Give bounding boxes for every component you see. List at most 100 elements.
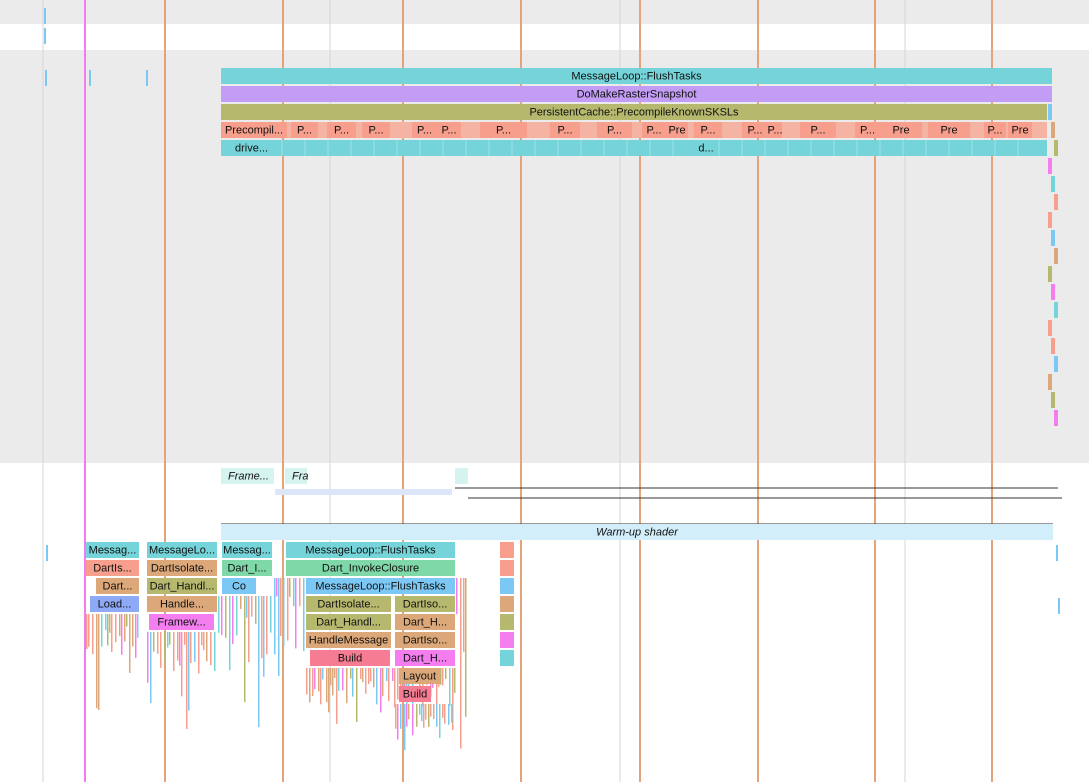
tiny-slice xyxy=(436,668,438,727)
slice[interactable] xyxy=(1008,122,1032,138)
async-slice xyxy=(455,468,468,484)
tiny-slice xyxy=(500,632,514,648)
slice[interactable] xyxy=(96,578,139,594)
tiny-slice xyxy=(360,668,362,679)
tiny-slice xyxy=(406,704,408,727)
tiny-slice xyxy=(214,632,216,672)
slice[interactable] xyxy=(147,542,217,558)
tiny-slice xyxy=(1054,248,1058,264)
tiny-slice xyxy=(150,632,152,703)
tiny-slice xyxy=(160,632,162,668)
slice[interactable] xyxy=(880,122,922,138)
slice[interactable] xyxy=(291,122,318,138)
tiny-slice xyxy=(164,632,166,663)
slice[interactable] xyxy=(86,542,139,558)
tiny-slice xyxy=(173,632,175,672)
tiny-slice xyxy=(135,614,137,658)
tiny-slice xyxy=(500,650,514,666)
tiny-slice xyxy=(188,632,190,711)
tiny-slice xyxy=(442,668,444,686)
slice[interactable] xyxy=(306,578,455,594)
slices[interactable]: MessageLoop::FlushTasksDoMakeRasterSnaps… xyxy=(86,68,1053,702)
slice[interactable] xyxy=(666,122,688,138)
slice-label: PersistentCache::PrecompileKnownSKSLs xyxy=(529,106,739,118)
frame-slice[interactable] xyxy=(221,468,274,484)
slice[interactable] xyxy=(147,596,217,612)
slice[interactable] xyxy=(221,104,1047,120)
tiny-slice xyxy=(338,668,340,691)
slice[interactable] xyxy=(228,140,275,156)
slice[interactable] xyxy=(221,86,1052,102)
slice[interactable] xyxy=(694,122,722,138)
slice[interactable] xyxy=(221,122,287,138)
tiny-slice xyxy=(436,704,438,727)
slice[interactable] xyxy=(928,122,970,138)
track-band xyxy=(0,0,1089,24)
tiny-slice xyxy=(394,668,396,708)
slice[interactable] xyxy=(286,560,455,576)
slice[interactable] xyxy=(222,542,272,558)
slice[interactable] xyxy=(855,122,880,138)
slice[interactable] xyxy=(221,68,1052,84)
slice[interactable] xyxy=(597,122,632,138)
slice[interactable] xyxy=(327,122,356,138)
slice[interactable] xyxy=(412,122,437,138)
slice[interactable] xyxy=(149,614,214,630)
slice[interactable] xyxy=(984,122,1006,138)
tiny-slice xyxy=(456,578,458,615)
slice[interactable] xyxy=(306,632,391,648)
slice[interactable] xyxy=(768,122,782,138)
tiny-slice xyxy=(439,704,441,739)
slice[interactable] xyxy=(550,122,580,138)
tiny-slice xyxy=(1054,140,1058,156)
warmup-slice[interactable] xyxy=(221,524,1053,540)
slice-label: HandleMessage xyxy=(309,634,389,646)
slice[interactable] xyxy=(147,560,217,576)
tiny-slice xyxy=(240,596,242,610)
tiny-slice xyxy=(157,632,159,654)
tiny-slice xyxy=(412,668,414,704)
tiny-slice xyxy=(221,596,223,636)
tiny-slice xyxy=(428,704,430,727)
slice[interactable] xyxy=(742,122,768,138)
slice[interactable] xyxy=(399,686,431,702)
tiny-slice xyxy=(356,668,358,723)
slice[interactable] xyxy=(395,596,455,612)
slice-label: Dart_H... xyxy=(403,652,447,664)
slice[interactable] xyxy=(395,632,455,648)
slice-label: MessageLo... xyxy=(149,544,215,556)
tiny-slice xyxy=(206,632,208,662)
slice[interactable] xyxy=(222,578,256,594)
slice[interactable] xyxy=(362,122,390,138)
slice[interactable] xyxy=(286,542,455,558)
slice-label: Dart_Handl... xyxy=(150,580,215,592)
slice[interactable] xyxy=(480,122,527,138)
slice[interactable] xyxy=(86,560,139,576)
tiny-slice xyxy=(203,632,205,651)
tiny-slice xyxy=(1051,176,1055,192)
tiny-slice xyxy=(232,596,234,645)
slice[interactable] xyxy=(800,122,836,138)
slice[interactable] xyxy=(222,560,272,576)
slice[interactable] xyxy=(310,650,390,666)
slice[interactable] xyxy=(306,614,391,630)
tiny-slice xyxy=(276,578,278,597)
slice[interactable] xyxy=(306,596,391,612)
tiny-slice xyxy=(1048,374,1052,390)
slice-label: P... xyxy=(334,124,349,136)
slice[interactable] xyxy=(694,140,718,156)
slice[interactable] xyxy=(399,668,440,684)
frame-slice[interactable] xyxy=(285,468,307,484)
slice[interactable] xyxy=(90,596,139,612)
tiny-slice xyxy=(126,614,128,627)
slice[interactable] xyxy=(395,614,455,630)
tiny-slice xyxy=(46,545,48,561)
tiny-slice xyxy=(1048,158,1052,174)
tiny-slice xyxy=(423,704,425,728)
slice[interactable] xyxy=(147,578,217,594)
slice[interactable] xyxy=(395,650,455,666)
tiny-slice xyxy=(500,578,514,594)
slice[interactable] xyxy=(437,122,461,138)
tiny-slice xyxy=(124,614,126,642)
slice[interactable] xyxy=(642,122,666,138)
